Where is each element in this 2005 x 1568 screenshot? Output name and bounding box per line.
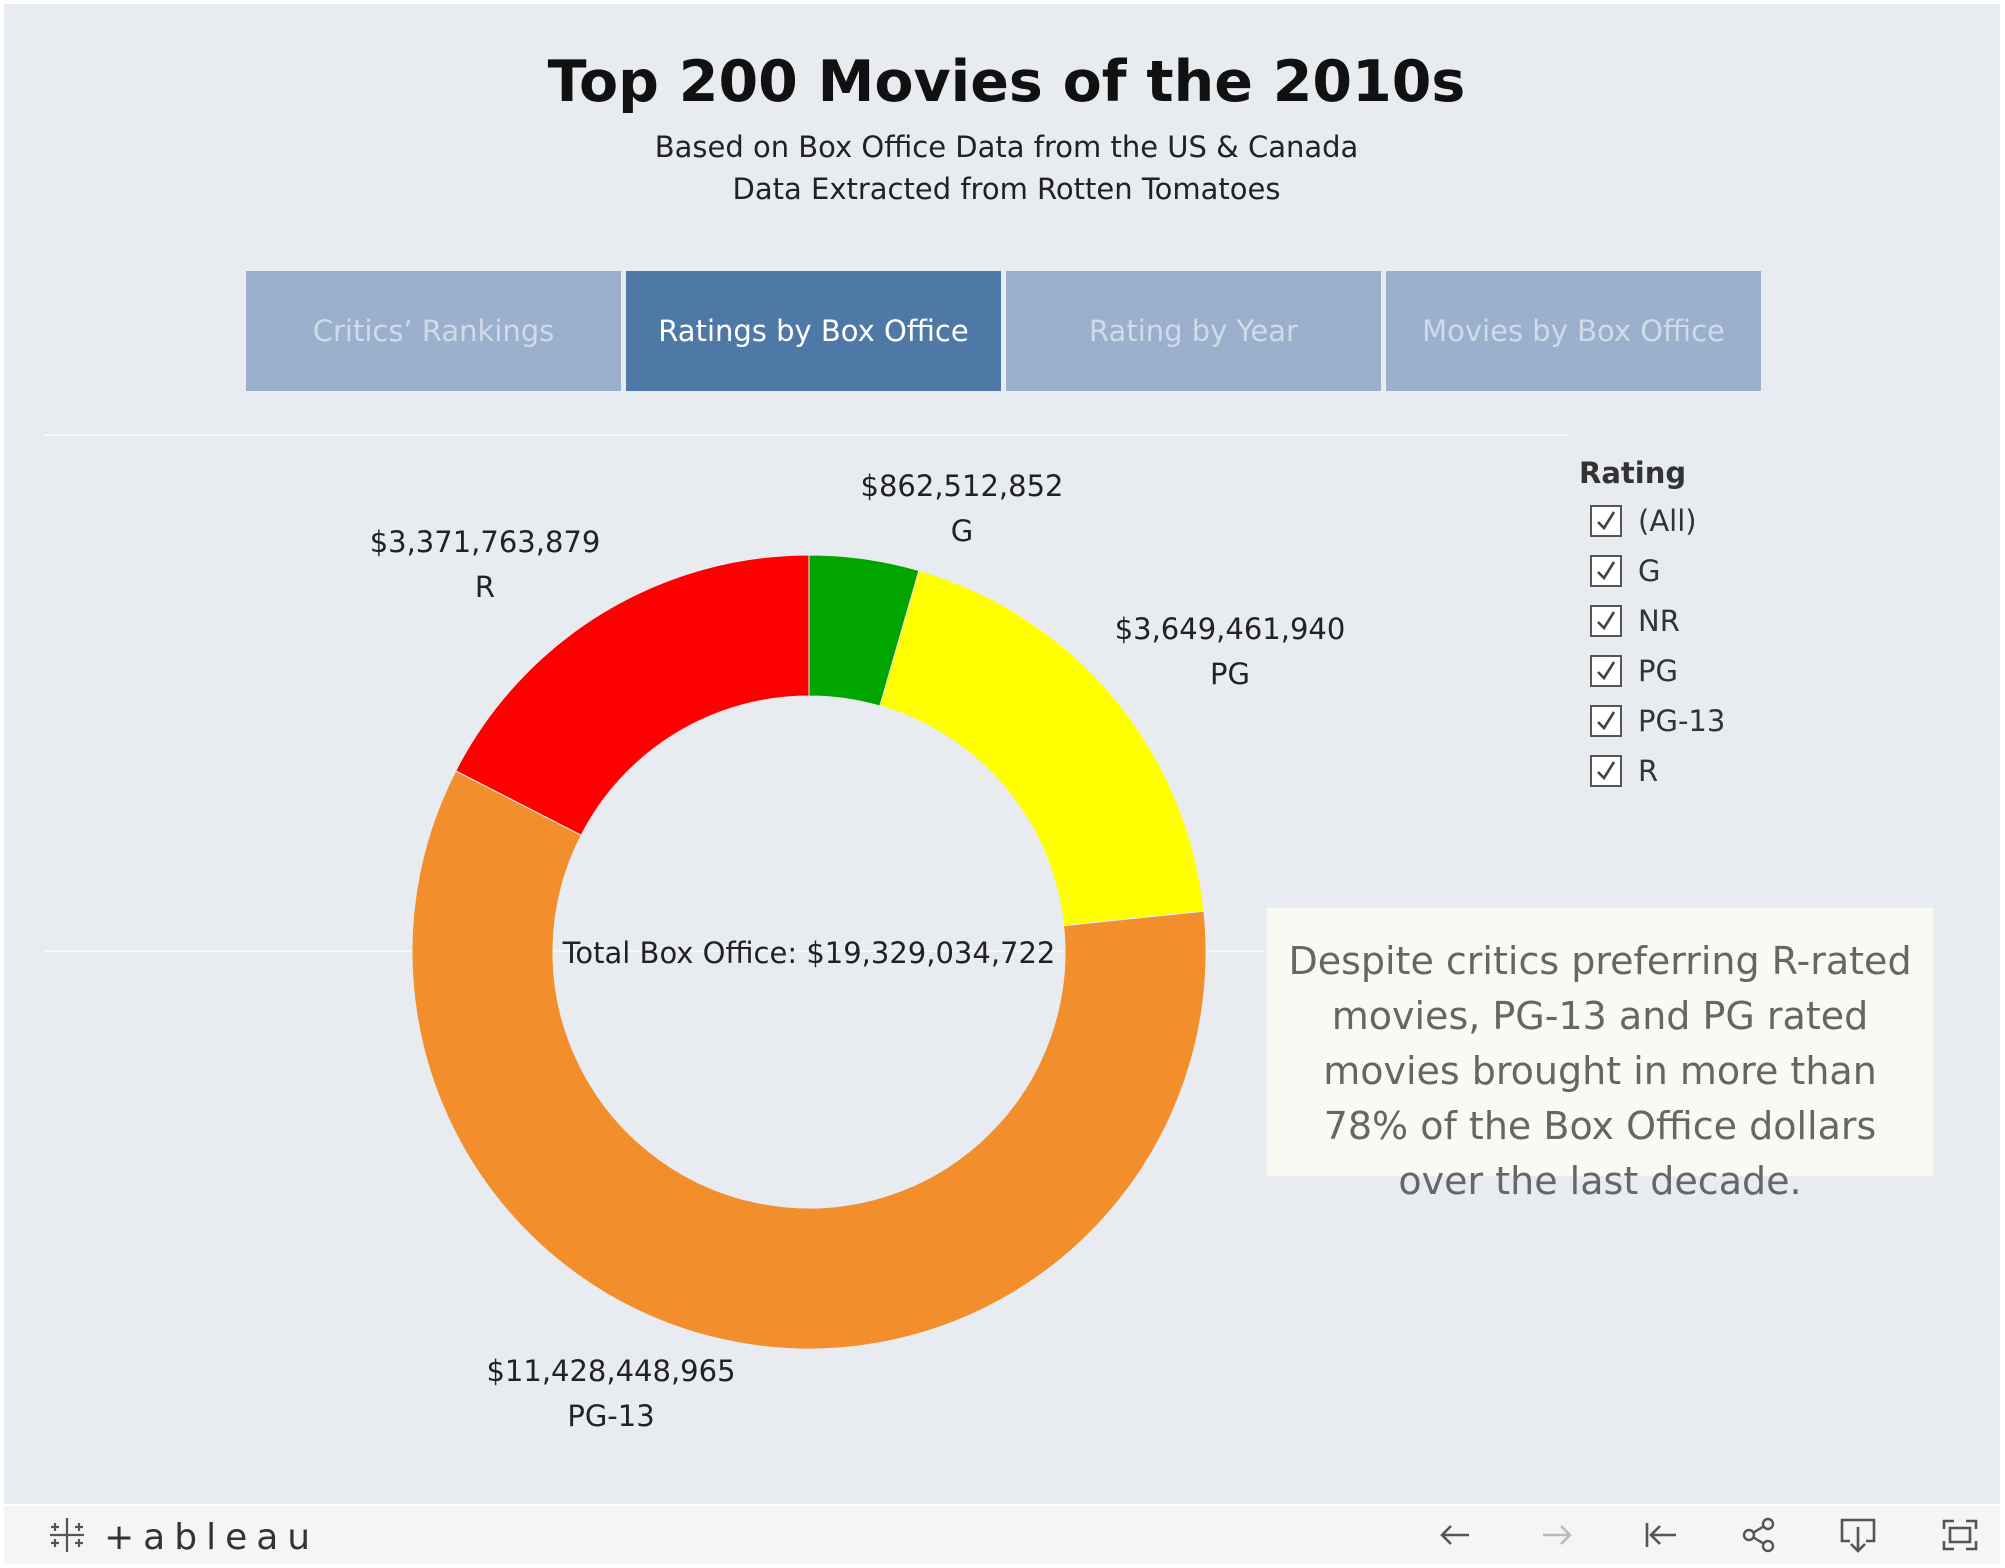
slice-category-r: R bbox=[474, 570, 496, 604]
donut-slice-r[interactable] bbox=[455, 554, 810, 836]
slice-label-r: $3,371,763,879 R bbox=[370, 520, 601, 610]
tab-ratings-by-box-office[interactable]: Ratings by Box Office bbox=[626, 271, 1001, 391]
slice-value-g: $862,512,852 bbox=[860, 469, 1064, 503]
donut-slice-pg[interactable] bbox=[879, 569, 1205, 927]
checkbox-checked-icon[interactable] bbox=[1590, 705, 1622, 737]
redo-button[interactable] bbox=[1534, 1512, 1580, 1558]
legend-label: PG bbox=[1638, 654, 1678, 688]
tab-critics-rankings[interactable]: Critics’ Rankings bbox=[246, 271, 621, 391]
share-icon bbox=[1742, 1517, 1775, 1553]
annotation-box: Despite critics preferring R-rated movie… bbox=[1267, 908, 1933, 1203]
legend-label: PG-13 bbox=[1638, 704, 1726, 738]
fullscreen-icon bbox=[1942, 1519, 1978, 1551]
download-icon bbox=[1840, 1518, 1876, 1553]
checkbox-checked-icon[interactable] bbox=[1590, 605, 1622, 637]
page-title: Top 200 Movies of the 2010s bbox=[547, 49, 1466, 115]
legend-label: NR bbox=[1638, 604, 1680, 638]
redo-icon bbox=[1543, 1525, 1572, 1545]
legend-item-pg-13[interactable]: PG-13 bbox=[1590, 701, 1725, 741]
legend-label: R bbox=[1638, 754, 1659, 788]
checkbox-checked-icon[interactable] bbox=[1590, 755, 1622, 787]
fullscreen-button[interactable] bbox=[1937, 1512, 1983, 1558]
legend-item-all[interactable]: (All) bbox=[1590, 501, 1697, 541]
legend-item-r[interactable]: R bbox=[1590, 751, 1658, 791]
donut-slice-pg-13[interactable] bbox=[411, 770, 1207, 1350]
dashboard: Top 200 Movies of the 2010s Based on Box… bbox=[4, 4, 2000, 1504]
legend-title: Rating bbox=[1579, 456, 1687, 490]
undo-button[interactable] bbox=[1432, 1512, 1478, 1558]
toolbar: +ableau bbox=[4, 1506, 2000, 1564]
total-box-office-label: Total Box Office: $19,329,034,722 bbox=[562, 936, 1056, 970]
divider-top bbox=[44, 434, 1569, 436]
tableau-logo: +ableau bbox=[46, 1514, 319, 1560]
slice-category-g: G bbox=[950, 514, 974, 548]
checkbox-checked-icon[interactable] bbox=[1590, 655, 1622, 687]
legend-item-g[interactable]: G bbox=[1590, 551, 1660, 591]
slice-value-pg-13: $11,428,448,965 bbox=[486, 1354, 736, 1388]
slice-label-g: $862,512,852 G bbox=[861, 464, 1064, 554]
slice-value-r: $3,371,763,879 bbox=[369, 525, 601, 559]
download-button[interactable] bbox=[1835, 1512, 1881, 1558]
legend-label: G bbox=[1638, 554, 1661, 588]
tableau-logo-text: +ableau bbox=[104, 1516, 320, 1558]
tab-movies-by-box-office[interactable]: Movies by Box Office bbox=[1386, 271, 1761, 391]
subtitle-line-1: Based on Box Office Data from the US & C… bbox=[654, 130, 1359, 164]
revert-icon bbox=[1645, 1523, 1676, 1547]
slice-category-pg: PG bbox=[1210, 657, 1250, 691]
legend-item-pg[interactable]: PG bbox=[1590, 651, 1678, 691]
subtitle-line-2: Data Extracted from Rotten Tomatoes bbox=[732, 172, 1281, 206]
undo-icon bbox=[1440, 1525, 1469, 1545]
revert-button[interactable] bbox=[1637, 1512, 1683, 1558]
checkbox-checked-icon[interactable] bbox=[1590, 505, 1622, 537]
divider-middle bbox=[44, 950, 1264, 952]
slice-value-pg: $3,649,461,940 bbox=[1114, 612, 1346, 646]
tab-rating-by-year[interactable]: Rating by Year bbox=[1006, 271, 1381, 391]
slice-label-pg-13: $11,428,448,965 PG-13 bbox=[486, 1349, 735, 1439]
donut-chart bbox=[411, 554, 1207, 1350]
slice-category-pg-13: PG-13 bbox=[567, 1399, 655, 1433]
legend-label: (All) bbox=[1638, 504, 1697, 538]
slice-label-pg: $3,649,461,940 PG bbox=[1115, 607, 1346, 697]
tableau-logo-icon bbox=[46, 1514, 88, 1560]
share-button[interactable] bbox=[1736, 1512, 1782, 1558]
checkbox-checked-icon[interactable] bbox=[1590, 555, 1622, 587]
legend-item-nr[interactable]: NR bbox=[1590, 601, 1680, 641]
